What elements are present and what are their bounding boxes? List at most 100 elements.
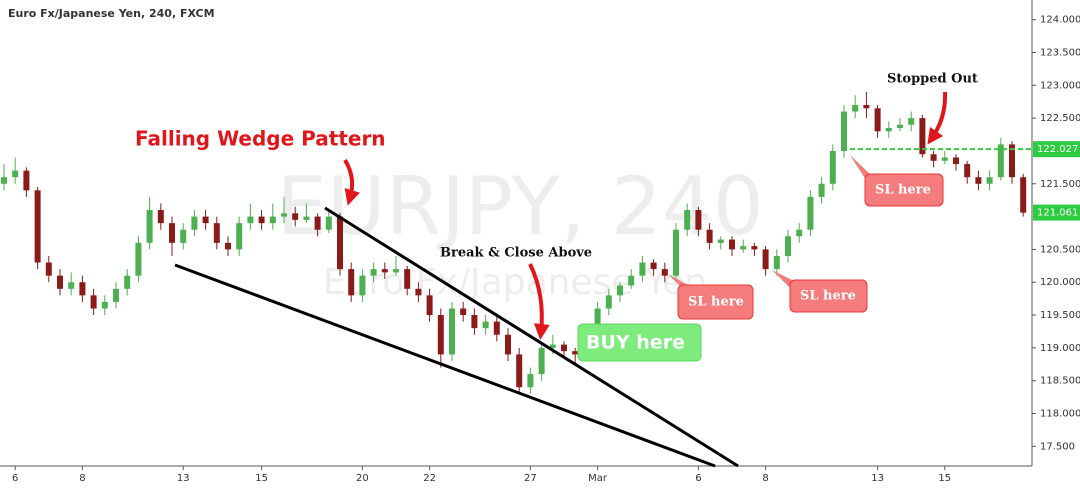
candle-body	[325, 216, 332, 230]
candle-body	[695, 210, 702, 230]
candle-body	[314, 216, 321, 230]
candle-body	[628, 275, 635, 286]
y-tick-label: 120.000	[1040, 277, 1080, 288]
x-tick-label: 15	[255, 473, 268, 484]
candle-body	[281, 213, 287, 217]
candle-body	[269, 216, 276, 224]
candle-body	[90, 295, 97, 309]
candle-body	[292, 213, 299, 220]
candle-body	[202, 216, 209, 224]
y-tick-label: 118.500	[1040, 376, 1080, 387]
candle-body	[908, 118, 915, 125]
candle-body	[348, 269, 355, 296]
y-tick-label: 120.500	[1040, 244, 1080, 255]
sl-box	[864, 173, 944, 207]
candle-body	[493, 321, 500, 335]
sl-box	[677, 284, 754, 320]
candle-body	[874, 108, 881, 132]
candle-body	[505, 334, 511, 355]
sl-box	[789, 279, 868, 313]
candle-body	[135, 242, 142, 276]
wedge-lower	[174, 263, 716, 468]
candle-body	[1009, 144, 1015, 178]
x-tick-label: 22	[423, 473, 436, 484]
x-tick-label: 15	[938, 473, 951, 484]
candle-body	[113, 288, 119, 302]
candle-body	[191, 216, 198, 230]
candle-body	[975, 177, 982, 184]
candle-body	[773, 255, 780, 270]
x-tick-label: 13	[871, 473, 884, 484]
candle-body	[527, 374, 534, 388]
candle-body	[549, 344, 556, 348]
arrow	[927, 91, 948, 145]
candle-body	[516, 354, 523, 388]
sl-pointer	[850, 155, 872, 180]
candle-body	[124, 275, 131, 289]
candle-body	[650, 262, 657, 270]
candle-body	[68, 282, 75, 289]
candle-body	[561, 344, 567, 352]
x-tick-label: 8	[79, 473, 85, 484]
candle-body	[762, 249, 769, 270]
x-tick-label: 8	[762, 473, 768, 484]
candle-body	[157, 210, 164, 224]
candle-body	[437, 315, 444, 355]
candle-body	[897, 124, 903, 128]
candle-body	[796, 229, 803, 237]
candle-body	[1, 177, 7, 184]
candle-body	[169, 223, 175, 243]
annotation: SL here	[800, 289, 856, 304]
chart-title: Euro Fx/Japanese Yen, 240, FXCM	[8, 7, 215, 20]
candle-body	[225, 242, 231, 250]
candle-body	[247, 216, 254, 224]
candle-body	[393, 269, 399, 273]
candles	[1, 91, 1027, 394]
candle-body	[818, 183, 825, 197]
candle-body	[381, 269, 388, 273]
candle-body	[426, 295, 433, 316]
watermark-subtitle: Euro Fx/Japanese Yen	[323, 262, 707, 303]
candle-body	[460, 308, 467, 316]
annotation: BUY here	[586, 332, 685, 354]
price-label-box	[1033, 204, 1080, 221]
candle-body	[841, 111, 847, 151]
annotation: Stopped Out	[887, 72, 978, 87]
candle-body	[370, 269, 377, 276]
candle-body	[751, 246, 758, 250]
candle-body	[661, 269, 668, 276]
price-label-box	[1033, 141, 1080, 158]
candle-body	[415, 288, 422, 296]
candle-body	[236, 223, 243, 250]
candle-body	[964, 164, 971, 178]
candle-body	[829, 150, 836, 184]
candle-body	[852, 105, 859, 112]
candle-body	[404, 269, 411, 289]
candle-body	[684, 210, 691, 230]
buy-box	[577, 323, 702, 362]
x-tick-label: 6	[12, 473, 18, 484]
candle-body	[57, 275, 63, 289]
candle-body	[45, 262, 52, 276]
x-tick-label: 20	[356, 473, 369, 484]
y-tick-label: 119.000	[1040, 343, 1080, 354]
candle-body	[997, 144, 1004, 178]
candle-body	[538, 347, 545, 375]
price-label: 121.061	[1037, 208, 1078, 219]
candle-body	[706, 229, 713, 243]
candle-body	[79, 282, 86, 296]
candle-body	[930, 154, 937, 161]
candle-body	[807, 196, 814, 230]
y-tick-label: 118.000	[1040, 408, 1080, 419]
candle-body	[34, 190, 41, 263]
annotation: SL here	[875, 183, 931, 198]
y-tick-label: 123.000	[1040, 80, 1080, 91]
candle-body	[717, 239, 724, 243]
arrow	[343, 158, 360, 206]
candle-body	[359, 275, 366, 296]
wedge-upper	[324, 206, 739, 468]
candle-body	[863, 105, 870, 109]
candle-body	[258, 216, 265, 224]
x-tick-label: 6	[695, 473, 701, 484]
